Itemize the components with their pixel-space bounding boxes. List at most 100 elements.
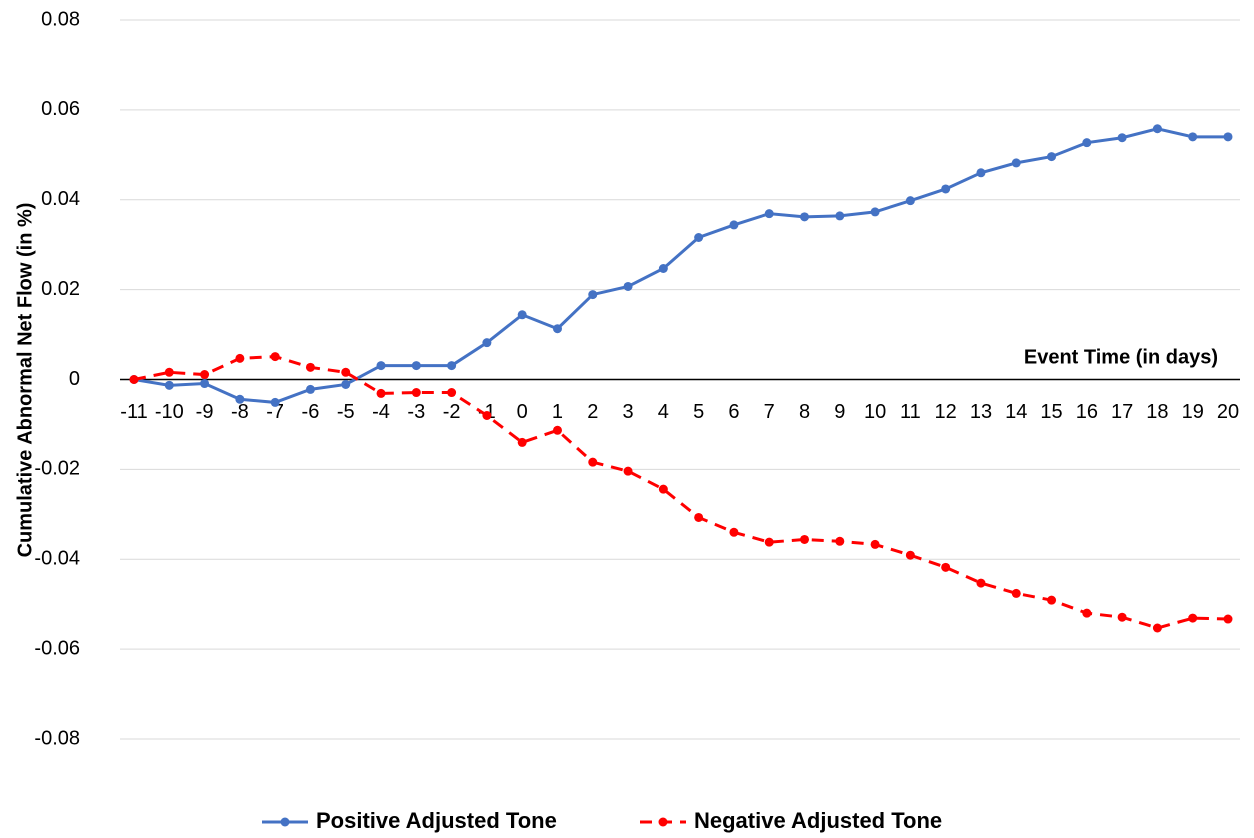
data-point [623, 466, 633, 476]
data-point [305, 384, 315, 394]
data-point [376, 361, 386, 371]
data-point [800, 534, 810, 544]
data-point [1011, 158, 1021, 168]
x-tick-label: 3 [623, 401, 634, 423]
data-point [1188, 132, 1198, 142]
data-point [482, 410, 492, 420]
x-tick-label: 18 [1146, 401, 1168, 423]
legend-label: Negative Adjusted Tone [694, 808, 942, 833]
y-tick-label: -0.06 [34, 637, 80, 659]
x-tick-label: 4 [658, 401, 669, 423]
data-point [341, 367, 351, 377]
x-tick-label: 20 [1217, 401, 1239, 423]
x-tick-label: 0 [517, 401, 528, 423]
y-tick-label: 0.04 [41, 188, 80, 210]
y-tick-label: 0.02 [41, 278, 80, 300]
series-line [133, 127, 1228, 404]
data-point [200, 379, 210, 389]
data-point [517, 437, 527, 447]
x-tick-label: 11 [900, 401, 921, 423]
x-tick-label: -11 [120, 401, 147, 423]
data-point [1047, 595, 1057, 605]
data-point [1223, 614, 1233, 624]
y-tick-label: 0.06 [41, 98, 80, 120]
data-point [800, 212, 810, 222]
data-point [411, 361, 421, 371]
data-point [341, 379, 351, 389]
data-point [482, 338, 492, 348]
x-tick-label: -6 [302, 401, 320, 423]
x-tick-label: 19 [1182, 401, 1204, 423]
legend-label: Positive Adjusted Tone [316, 808, 557, 833]
y-tick-label: 0.08 [41, 8, 80, 30]
data-point [1082, 608, 1092, 618]
y-tick-label: 0 [69, 368, 80, 390]
data-point [588, 457, 598, 467]
x-tick-label: 7 [764, 401, 775, 423]
data-point [1117, 612, 1127, 622]
data-point [870, 207, 880, 217]
data-point [1188, 613, 1198, 623]
x-tick-label: 17 [1111, 401, 1133, 423]
series-line [133, 355, 1229, 630]
data-point [270, 352, 280, 362]
data-point [694, 512, 704, 522]
data-point [694, 232, 704, 242]
data-point [870, 539, 880, 549]
x-tick-label: 6 [728, 401, 739, 423]
y-tick-label: -0.04 [34, 548, 80, 570]
x-tick-label: 9 [834, 401, 845, 423]
data-point [1152, 124, 1162, 134]
data-point [1047, 152, 1057, 162]
data-point [552, 324, 562, 334]
x-tick-label: -8 [231, 401, 249, 423]
x-tick-label: -2 [443, 401, 461, 423]
x-tick-label: 16 [1076, 401, 1098, 423]
data-point [235, 353, 245, 363]
y-axis-title: Cumulative Abnormal Net Flow (in %) [14, 203, 36, 558]
data-point [270, 397, 280, 407]
x-tick-label: -3 [407, 401, 425, 423]
data-point [552, 425, 562, 435]
x-tick-label: 5 [693, 401, 704, 423]
data-point [1082, 138, 1092, 148]
data-point [164, 367, 174, 377]
data-point [305, 362, 315, 372]
x-tick-label: -10 [155, 401, 184, 423]
data-point [729, 527, 739, 537]
x-tick-label: 10 [864, 401, 886, 423]
data-point [623, 281, 633, 291]
data-point [1011, 588, 1021, 598]
data-point [764, 537, 774, 547]
data-point [976, 578, 986, 588]
data-point [447, 361, 457, 371]
legend-marker [658, 817, 668, 827]
y-tick-label: -0.02 [34, 458, 80, 480]
data-point [447, 388, 457, 398]
data-point [905, 550, 915, 560]
data-point [200, 370, 210, 380]
x-tick-label: 15 [1040, 401, 1062, 423]
data-point [764, 209, 774, 219]
x-tick-label: -9 [196, 401, 214, 423]
data-point [235, 394, 245, 404]
x-tick-label: 12 [935, 401, 957, 423]
data-point [835, 211, 845, 221]
x-tick-label: 8 [799, 401, 810, 423]
data-point [129, 375, 139, 384]
data-point [1117, 133, 1127, 143]
x-tick-label: 2 [587, 401, 598, 423]
x-axis-title: Event Time (in days) [1024, 346, 1218, 368]
data-point [1223, 132, 1233, 142]
x-tick-label: -4 [372, 401, 390, 423]
data-point [517, 310, 527, 320]
data-point [835, 536, 845, 546]
data-point [941, 562, 951, 572]
data-point [658, 484, 668, 494]
x-tick-label: -7 [266, 401, 284, 423]
data-point [976, 168, 986, 178]
data-point [905, 196, 915, 206]
data-point [658, 264, 668, 274]
